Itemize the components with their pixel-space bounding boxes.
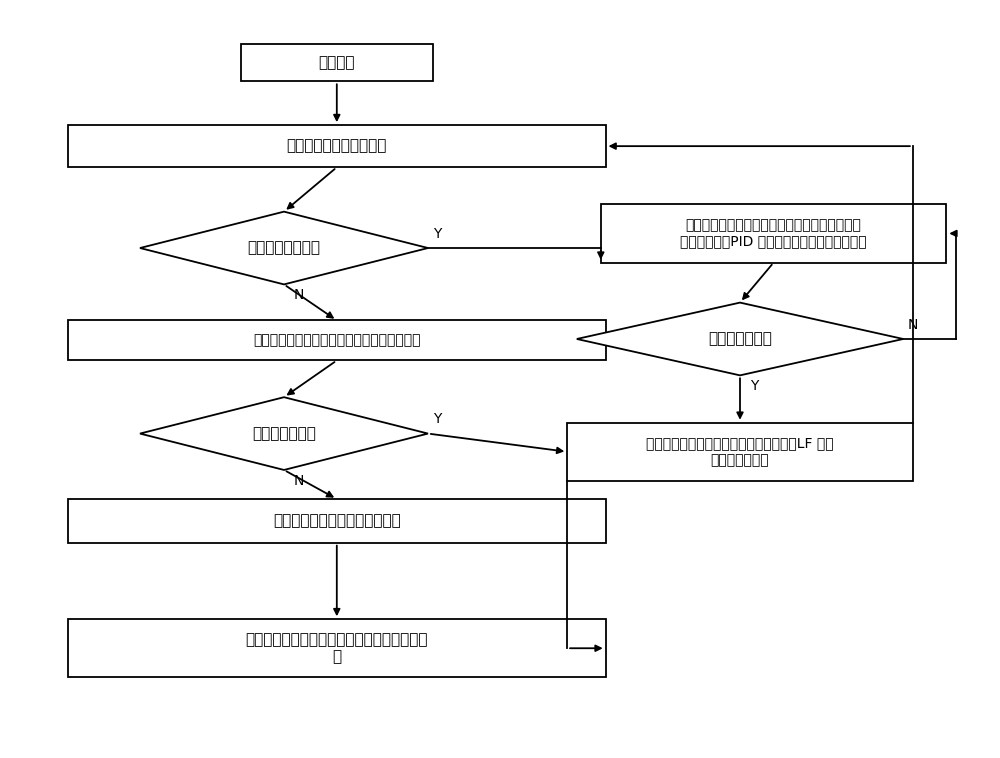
Text: 记录参数和钢种、净空和渣厚数据，建立LF 电极
调节器模型集合: 记录参数和钢种、净空和渣厚数据，建立LF 电极 调节器模型集合 bbox=[646, 437, 834, 467]
FancyBboxPatch shape bbox=[567, 423, 913, 481]
Polygon shape bbox=[140, 211, 428, 284]
Text: 采集电极调节器输入数据: 采集电极调节器输入数据 bbox=[287, 139, 387, 154]
Text: 使用通用参数进行实时电极调节: 使用通用参数进行实时电极调节 bbox=[273, 513, 401, 528]
Text: 根据三相电流不平衡度和二次侧电流电压的实时
波形在线整定PID 参数，电流设定值，过渡时间: 根据三相电流不平衡度和二次侧电流电压的实时 波形在线整定PID 参数，电流设定值… bbox=[680, 218, 867, 249]
FancyBboxPatch shape bbox=[68, 125, 606, 168]
Text: Y: Y bbox=[750, 379, 758, 393]
Text: 程序入口: 程序入口 bbox=[319, 55, 355, 70]
Text: Y: Y bbox=[433, 412, 441, 426]
Text: 对应输入钢种，净空，渣厚数据进行模型匹配: 对应输入钢种，净空，渣厚数据进行模型匹配 bbox=[253, 334, 421, 347]
FancyBboxPatch shape bbox=[68, 499, 606, 543]
Text: 使用模型集合中优化后的参数进行实时电极调
节: 使用模型集合中优化后的参数进行实时电极调 节 bbox=[246, 632, 428, 665]
Polygon shape bbox=[577, 302, 903, 375]
Text: N: N bbox=[294, 474, 304, 487]
FancyBboxPatch shape bbox=[241, 43, 433, 81]
FancyBboxPatch shape bbox=[68, 619, 606, 678]
Text: N: N bbox=[294, 288, 304, 302]
Polygon shape bbox=[140, 397, 428, 470]
Text: N: N bbox=[908, 318, 918, 332]
FancyBboxPatch shape bbox=[68, 321, 606, 361]
FancyBboxPatch shape bbox=[601, 205, 946, 262]
Text: 模型是否匹配？: 模型是否匹配？ bbox=[252, 426, 316, 441]
Text: 参数是否最优？: 参数是否最优？ bbox=[708, 331, 772, 346]
Text: Y: Y bbox=[433, 227, 441, 241]
Text: 是否加入模型集合: 是否加入模型集合 bbox=[248, 240, 320, 255]
